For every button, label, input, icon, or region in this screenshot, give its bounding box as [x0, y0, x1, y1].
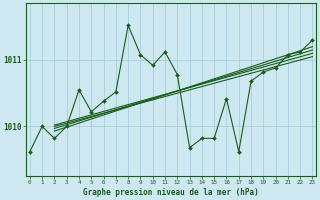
- X-axis label: Graphe pression niveau de la mer (hPa): Graphe pression niveau de la mer (hPa): [83, 188, 259, 197]
